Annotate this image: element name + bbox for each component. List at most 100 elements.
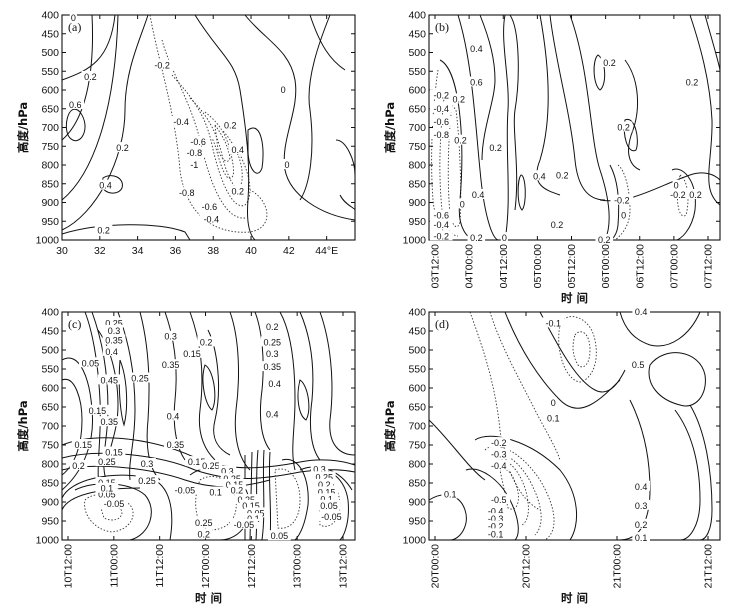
contour-line [671, 168, 696, 241]
contour-label-bg [105, 325, 123, 335]
contour-label-bg [164, 439, 187, 449]
contour-label-bg [99, 497, 128, 508]
contour-line [536, 14, 561, 196]
contour-label-bg [467, 232, 486, 243]
contour-line [674, 409, 701, 541]
contour-line [61, 487, 141, 511]
contour-label-bg [228, 484, 246, 495]
contour-label-bg [610, 194, 634, 205]
contour-label-bg [600, 57, 619, 67]
y-tick-label: 800 [41, 160, 59, 172]
contour-label-bg [97, 416, 121, 427]
y-tick-label: 750 [408, 440, 426, 452]
contour-label: 0.1 [101, 484, 114, 494]
contour-line [61, 14, 93, 141]
x-tick-label: 03T12:00 [430, 244, 442, 289]
contour-line [279, 311, 296, 471]
contour-label-bg [185, 456, 209, 467]
contour-label-bg [315, 486, 339, 497]
contour-label-bg [98, 482, 116, 493]
y-tick-label: 700 [408, 421, 426, 433]
contour-line [469, 311, 541, 511]
contour-label-bg [467, 42, 486, 53]
contour-label: 0.15 [242, 501, 260, 511]
contour-line [474, 435, 578, 541]
x-tick-label: 11T12:00 [154, 544, 166, 588]
contour-label-bg [484, 528, 508, 539]
y-tick-label: 800 [408, 459, 426, 471]
y-tick-label: 950 [408, 516, 426, 528]
contour-line [65, 108, 86, 141]
contour-label: 0.1 [320, 494, 333, 504]
x-tick-label: 06T12:00 [634, 244, 646, 289]
contour-line [319, 311, 356, 456]
contour-label: 0.2 [72, 461, 85, 471]
contour-label: 0.2 [689, 190, 702, 200]
contour-label: 0 [621, 211, 626, 221]
contour-label-bg [541, 317, 565, 328]
contour-label: -0.4 [434, 220, 450, 230]
panel-a: 4004505005506006507007508008509009501000… [16, 10, 356, 257]
contour-label: 0.15 [318, 488, 336, 498]
contour-label: 0.2 [224, 121, 237, 131]
x-tick-label: 36 [170, 245, 182, 257]
contour-label: 0.4 [99, 181, 112, 191]
x-tick-label: 07T12:00 [703, 244, 715, 289]
contour-label: -0.2 [434, 231, 450, 241]
contour-label: -0.2 [488, 522, 504, 532]
contour-label-bg [263, 408, 282, 419]
contour-line [204, 111, 234, 179]
contour-label: 0 [551, 398, 556, 408]
contour-label: 0.25 [316, 472, 334, 482]
contour-label: 0.2 [200, 337, 213, 347]
contour-line [139, 311, 161, 481]
contour-label-bg [614, 121, 633, 132]
contour-label: 0.4 [268, 379, 281, 389]
contour-label-bg [317, 493, 336, 504]
contour-label-bg [666, 189, 690, 199]
contour-label-bg [484, 505, 508, 516]
contour-line [572, 331, 591, 368]
contour-label-bg [484, 520, 508, 531]
contour-label-bg [429, 115, 453, 126]
contour-label-bg [220, 473, 244, 484]
contour-label-bg [487, 494, 511, 505]
contour-label: -0.05 [175, 486, 196, 496]
x-axis-label: 时 间 [561, 591, 588, 605]
contour-label-bg [312, 471, 336, 482]
contour-line [503, 14, 509, 241]
contour-label-bg [263, 321, 282, 332]
contour-label-bg [102, 317, 126, 328]
contour-label-bg [229, 144, 247, 154]
contour-label-bg [229, 185, 247, 196]
y-tick-label: 700 [41, 421, 59, 433]
y-tick-label: 950 [41, 516, 59, 528]
y-tick-label: 700 [41, 122, 59, 134]
contour-label-bg [135, 475, 159, 486]
y-tick-label: 500 [408, 47, 426, 59]
contour-line [214, 124, 231, 162]
contour-line [254, 311, 271, 451]
contour-label-bg [451, 134, 470, 145]
contour-label: -0.3 [491, 450, 507, 460]
y-tick-label: 600 [408, 85, 426, 97]
contour-label: 0.4 [533, 171, 546, 181]
contour-line [558, 316, 597, 383]
contour-label-bg [66, 99, 85, 109]
contour-label-bg [95, 477, 119, 487]
contour-label-bg [263, 347, 282, 358]
contour-line [479, 14, 496, 161]
contour-label-bg [629, 359, 647, 370]
x-tick-label: 20T12:00 [521, 544, 533, 589]
y-tick-label: 600 [408, 383, 426, 395]
contour-label: 0.35 [105, 336, 123, 346]
contour-label-bg [164, 410, 182, 421]
contour-label-bg [429, 230, 453, 241]
contour-line [261, 449, 265, 541]
contour-label: -0.4 [204, 214, 220, 224]
contour-label: -0.6 [434, 211, 450, 221]
contour-line [194, 14, 256, 241]
contour-line [61, 14, 149, 231]
contour-label: -0.8 [179, 188, 195, 198]
contour-label: 0.25 [264, 337, 282, 347]
